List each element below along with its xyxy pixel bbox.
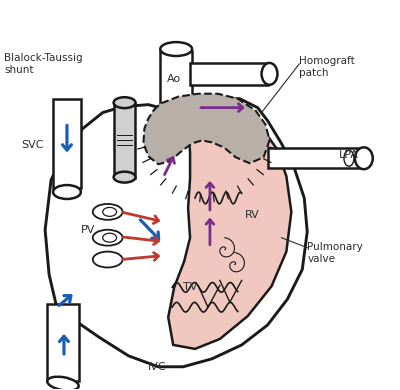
Polygon shape xyxy=(53,99,81,188)
Ellipse shape xyxy=(262,63,278,85)
Polygon shape xyxy=(190,63,268,85)
Polygon shape xyxy=(45,99,307,367)
Polygon shape xyxy=(160,51,192,115)
Text: Blalock-Taussig
shunt: Blalock-Taussig shunt xyxy=(4,53,83,75)
Ellipse shape xyxy=(114,97,136,108)
Text: LPA: LPA xyxy=(339,150,359,160)
Polygon shape xyxy=(144,94,270,164)
Polygon shape xyxy=(47,304,79,381)
Polygon shape xyxy=(168,117,291,349)
Polygon shape xyxy=(114,103,136,178)
Ellipse shape xyxy=(160,42,192,56)
Polygon shape xyxy=(268,148,364,168)
Ellipse shape xyxy=(355,147,373,169)
Ellipse shape xyxy=(344,150,354,166)
Ellipse shape xyxy=(93,252,122,268)
Text: SVC: SVC xyxy=(21,140,44,151)
Text: TV: TV xyxy=(183,282,198,292)
Text: RV: RV xyxy=(245,210,260,220)
Text: Ao: Ao xyxy=(167,74,181,84)
Text: IVC: IVC xyxy=(148,362,167,372)
Ellipse shape xyxy=(93,230,122,246)
Ellipse shape xyxy=(93,204,122,220)
Ellipse shape xyxy=(47,377,79,390)
Ellipse shape xyxy=(103,207,116,216)
Text: Pulmonary
valve: Pulmonary valve xyxy=(307,242,363,264)
Text: PV: PV xyxy=(81,225,95,235)
Ellipse shape xyxy=(103,233,116,242)
Text: Homograft
patch: Homograft patch xyxy=(299,56,355,78)
Ellipse shape xyxy=(114,172,136,183)
Ellipse shape xyxy=(53,185,81,199)
